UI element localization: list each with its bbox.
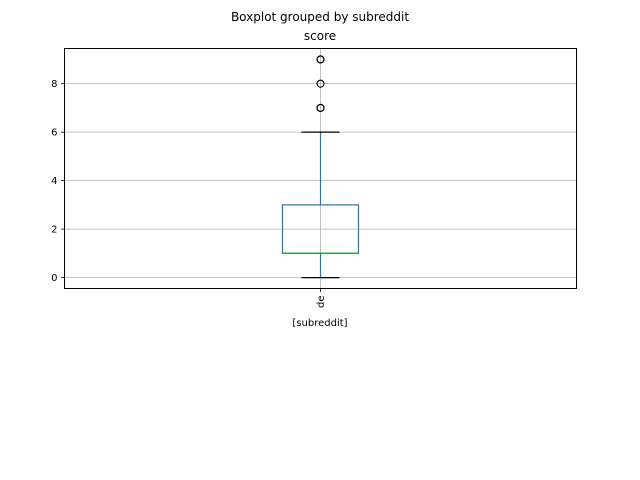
y-tick-label: 4 — [51, 176, 57, 187]
chart-title: score — [304, 29, 336, 43]
outlier-point — [316, 79, 325, 88]
axis-layer: 0 2 4 6 8 de — [51, 79, 327, 308]
y-tick-label: 0 — [51, 273, 57, 284]
y-tick-label: 2 — [51, 225, 57, 236]
outlier-point — [316, 55, 325, 64]
y-tick-label: 6 — [51, 128, 57, 139]
x-axis-label: [subreddit] — [292, 318, 347, 329]
outlier-point — [316, 103, 325, 112]
x-tick-label: de — [316, 296, 327, 309]
chart-suptitle: Boxplot grouped by subreddit — [231, 10, 409, 24]
y-tick-label: 8 — [51, 79, 57, 90]
marks-layer — [281, 55, 360, 279]
